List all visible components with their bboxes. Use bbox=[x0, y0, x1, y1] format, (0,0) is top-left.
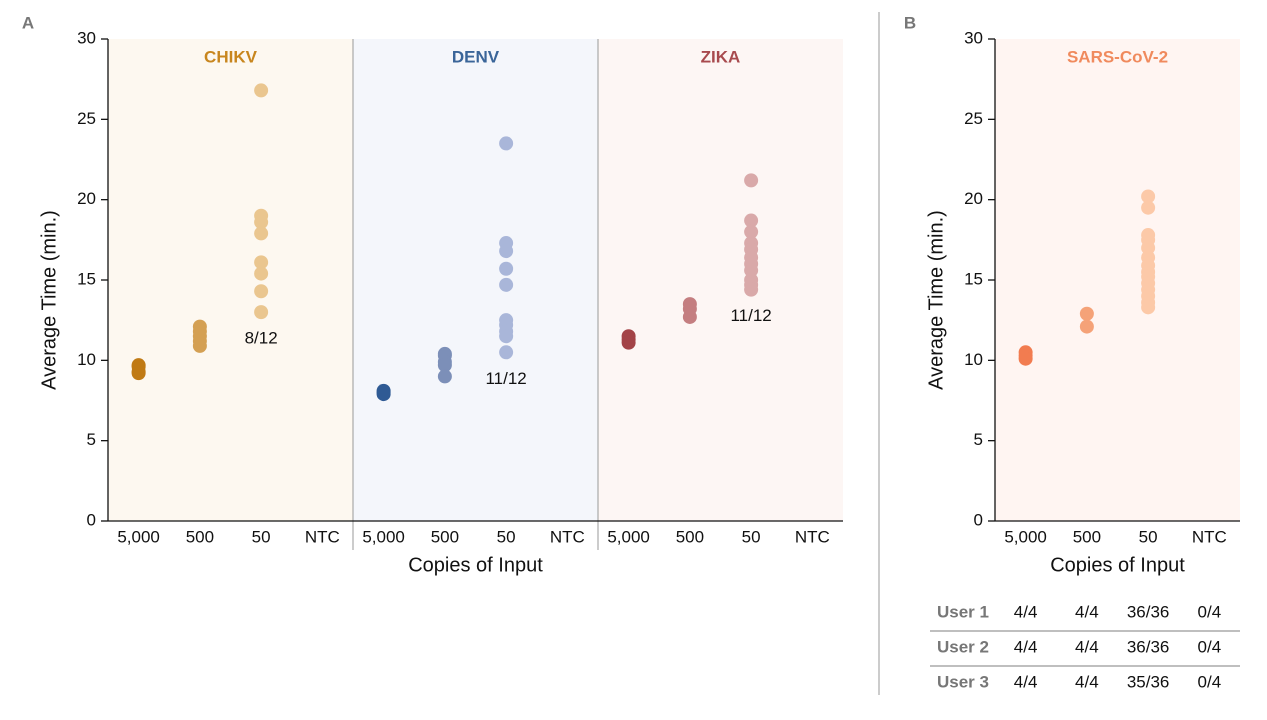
facet-title: ZIKA bbox=[701, 47, 741, 66]
x-tick-label: 50 bbox=[252, 527, 271, 546]
data-point bbox=[376, 387, 391, 402]
panel-letter: A bbox=[22, 13, 34, 32]
x-tick-label: 50 bbox=[497, 527, 516, 546]
x-tick-label: 5,000 bbox=[117, 527, 160, 546]
y-tick-label: 15 bbox=[77, 269, 96, 288]
data-point bbox=[744, 213, 759, 228]
data-point bbox=[499, 136, 514, 151]
x-axis-label: Copies of Input bbox=[408, 554, 543, 576]
data-point bbox=[192, 338, 207, 353]
y-tick-label: 5 bbox=[974, 430, 983, 449]
facet-background bbox=[598, 39, 843, 521]
x-tick-label: 500 bbox=[431, 527, 459, 546]
data-point bbox=[621, 335, 636, 350]
y-tick-label: 15 bbox=[964, 269, 983, 288]
data-point bbox=[1141, 189, 1156, 204]
annotation: 11/12 bbox=[485, 369, 526, 388]
data-point bbox=[744, 282, 759, 297]
facet-title: CHIKV bbox=[204, 47, 258, 66]
data-point bbox=[254, 83, 269, 98]
data-point bbox=[499, 345, 514, 360]
y-tick-label: 10 bbox=[77, 350, 96, 369]
data-point bbox=[1018, 351, 1033, 366]
table-cell: 36/36 bbox=[1127, 637, 1170, 656]
table-cell: 4/4 bbox=[1075, 672, 1099, 691]
x-tick-label: NTC bbox=[795, 527, 830, 546]
row-label: User 2 bbox=[937, 637, 989, 656]
y-tick-label: 30 bbox=[964, 28, 983, 47]
data-point bbox=[499, 261, 514, 276]
facet-background bbox=[995, 39, 1240, 521]
data-point bbox=[499, 244, 514, 259]
x-tick-label: 5,000 bbox=[1004, 527, 1047, 546]
y-tick-label: 25 bbox=[77, 109, 96, 128]
data-point bbox=[254, 266, 269, 281]
x-tick-label: 5,000 bbox=[362, 527, 405, 546]
y-tick-label: 10 bbox=[964, 350, 983, 369]
data-point bbox=[1141, 200, 1156, 215]
table-cell: 0/4 bbox=[1198, 672, 1222, 691]
x-tick-label: 500 bbox=[1073, 527, 1101, 546]
data-point bbox=[744, 173, 759, 188]
data-point bbox=[744, 263, 759, 278]
x-axis-label: Copies of Input bbox=[1050, 554, 1185, 576]
data-point bbox=[254, 226, 269, 241]
data-point bbox=[437, 358, 452, 373]
table-cell: 4/4 bbox=[1075, 602, 1099, 621]
x-tick-label: 50 bbox=[1139, 527, 1158, 546]
data-point bbox=[1079, 319, 1094, 334]
table-cell: 35/36 bbox=[1127, 672, 1170, 691]
data-point bbox=[499, 329, 514, 344]
x-tick-label: NTC bbox=[550, 527, 585, 546]
table-cell: 4/4 bbox=[1014, 637, 1038, 656]
row-label: User 3 bbox=[937, 672, 989, 691]
table-cell: 4/4 bbox=[1075, 637, 1099, 656]
x-tick-label: 500 bbox=[186, 527, 214, 546]
y-tick-label: 30 bbox=[77, 28, 96, 47]
y-tick-label: 5 bbox=[87, 430, 96, 449]
y-tick-label: 20 bbox=[77, 189, 96, 208]
x-tick-label: 500 bbox=[676, 527, 704, 546]
facet-background bbox=[108, 39, 353, 521]
data-point bbox=[254, 255, 269, 270]
facet-title: DENV bbox=[452, 47, 500, 66]
x-tick-label: 5,000 bbox=[607, 527, 650, 546]
table-cell: 4/4 bbox=[1014, 602, 1038, 621]
data-point bbox=[254, 215, 269, 230]
row-label: User 1 bbox=[937, 602, 989, 621]
data-point bbox=[254, 284, 269, 299]
table-cell: 36/36 bbox=[1127, 602, 1170, 621]
data-point bbox=[254, 305, 269, 320]
facet-background bbox=[353, 39, 598, 521]
y-tick-label: 0 bbox=[87, 510, 96, 529]
y-tick-label: 25 bbox=[964, 109, 983, 128]
table-cell: 0/4 bbox=[1198, 637, 1222, 656]
data-point bbox=[437, 369, 452, 384]
y-tick-label: 20 bbox=[964, 189, 983, 208]
annotation: 8/12 bbox=[245, 329, 278, 348]
data-point bbox=[682, 309, 697, 324]
y-axis-label: Average Time (min.) bbox=[38, 210, 60, 390]
x-tick-label: NTC bbox=[305, 527, 340, 546]
x-tick-label: 50 bbox=[742, 527, 761, 546]
y-tick-label: 0 bbox=[974, 510, 983, 529]
data-point bbox=[131, 366, 146, 381]
facet-title: SARS-CoV-2 bbox=[1067, 47, 1168, 66]
x-tick-label: NTC bbox=[1192, 527, 1227, 546]
table-cell: 0/4 bbox=[1198, 602, 1222, 621]
panel-letter: B bbox=[904, 13, 916, 32]
data-point bbox=[1141, 240, 1156, 255]
data-point bbox=[499, 277, 514, 292]
annotation: 11/12 bbox=[730, 306, 771, 325]
data-point bbox=[744, 224, 759, 239]
table-cell: 4/4 bbox=[1014, 672, 1038, 691]
data-point bbox=[1079, 306, 1094, 321]
y-axis-label: Average Time (min.) bbox=[925, 210, 947, 390]
data-point bbox=[1141, 300, 1156, 315]
